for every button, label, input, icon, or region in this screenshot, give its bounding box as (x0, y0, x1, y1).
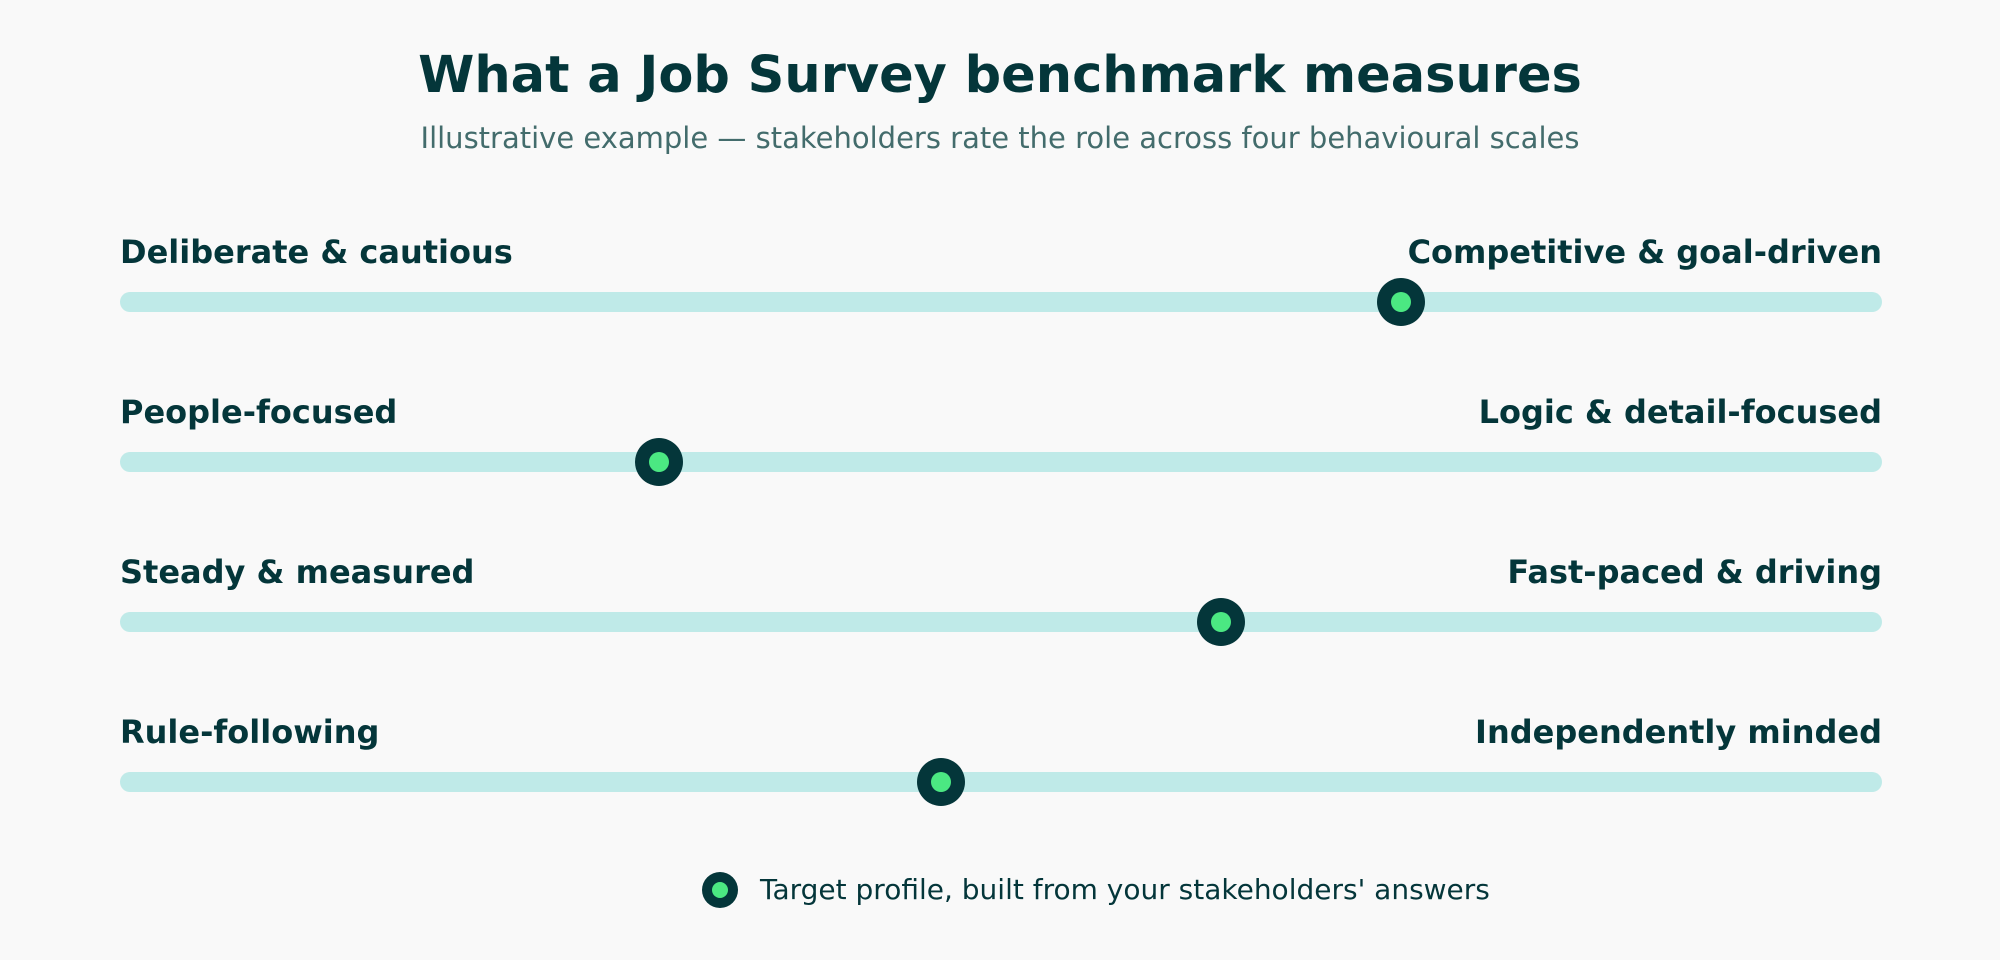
scale-right-label: Independently minded (1475, 713, 1882, 751)
target-marker-dot (649, 452, 670, 472)
scale-right-label: Logic & detail-focused (1478, 393, 1882, 431)
scale-left-label: Deliberate & cautious (120, 233, 513, 271)
target-marker-dot (931, 772, 952, 792)
scale-left-label: People-focused (120, 393, 398, 431)
target-profile-legend-icon (702, 872, 738, 908)
target-marker-dot (1211, 612, 1232, 632)
scale-track (120, 292, 1882, 312)
scale-left-label: Steady & measured (120, 553, 475, 591)
legend-swatch-dot (712, 882, 728, 898)
scale-row-3: Steady & measured Fast-paced & driving (120, 552, 1882, 672)
scale-row-4: Rule-following Independently minded (120, 712, 1882, 832)
scale-right-label: Fast-paced & driving (1507, 553, 1882, 591)
scale-track (120, 772, 1882, 792)
scale-row-2: People-focused Logic & detail-focused (120, 392, 1882, 512)
scale-row-1: Deliberate & cautious Competitive & goal… (120, 232, 1882, 352)
scale-track (120, 612, 1882, 632)
target-marker (635, 438, 684, 486)
page-title: What a Job Survey benchmark measures (418, 46, 1582, 105)
scale-track (120, 452, 1882, 472)
page-subtitle: Illustrative example — stakeholders rate… (420, 121, 1580, 155)
target-marker (1376, 278, 1425, 326)
scale-left-label: Rule-following (120, 713, 380, 751)
target-marker (1197, 598, 1246, 646)
target-marker-dot (1390, 292, 1411, 312)
target-marker (917, 758, 966, 806)
scale-right-label: Competitive & goal-driven (1407, 233, 1882, 271)
legend-label: Target profile, built from your stakehol… (760, 873, 1490, 906)
